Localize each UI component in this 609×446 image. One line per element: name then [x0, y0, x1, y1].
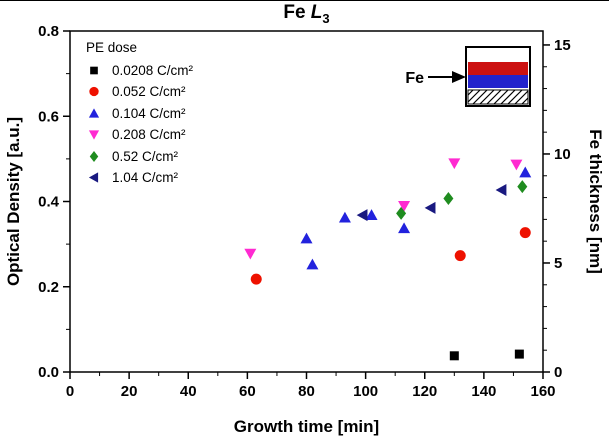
tick-label: 120 [412, 383, 437, 400]
triangle-left-marker [495, 183, 507, 196]
y-axis-ticks: 0.0 0.2 0.4 0.6 0.8 [38, 23, 70, 381]
tick-label: 0.8 [38, 23, 59, 40]
tick-label: 5 [554, 255, 562, 272]
diamond-marker [89, 150, 99, 162]
triangle-left-marker [88, 172, 99, 183]
series-triangle-down [244, 158, 523, 260]
legend-label: 1.04 C/cm² [112, 170, 179, 185]
tick-label: 0.6 [38, 108, 59, 125]
tick-label: 0.0 [38, 364, 59, 381]
circle-marker [519, 227, 531, 239]
circle-marker [454, 250, 466, 262]
circle-marker-icon [89, 87, 99, 97]
series-triangle-left [356, 183, 507, 222]
legend-item: 1.04 C/cm² [84, 167, 193, 189]
triangle-left-marker [424, 201, 436, 214]
tick-label: 80 [298, 383, 315, 400]
y2-axis-ticks: 0 5 10 15 [543, 37, 571, 381]
triangle-left-marker-icon [88, 172, 99, 183]
triangle-up-marker [365, 209, 378, 220]
triangle-up-marker [519, 166, 532, 178]
triangle-down-marker [88, 130, 100, 140]
y2-axis-title: Fe thickness [nm] [586, 129, 605, 274]
x-axis-ticks: 0 20 40 60 80 100 120 140 160 [66, 372, 556, 400]
triangle-left-marker [356, 209, 368, 222]
square-marker-icon [90, 66, 98, 75]
title-symbol: L [310, 2, 323, 23]
tick-label: 40 [180, 383, 197, 400]
diamond-marker-icon [89, 150, 99, 162]
diamond-marker [517, 180, 528, 194]
tick-label: 0.4 [38, 194, 60, 211]
legend-label: 0.052 C/cm² [112, 84, 186, 99]
triangle-up-marker [88, 108, 100, 118]
legend: PE dose 0.0208 C/cm² 0.052 C/cm² 0.104 C/c… [84, 37, 193, 189]
legend-item: 0.104 C/cm² [84, 103, 193, 125]
tick-label: 0 [66, 383, 74, 400]
diamond-marker [443, 192, 454, 206]
triangle-down-marker [398, 200, 411, 212]
series-square [449, 349, 524, 361]
legend-item: 0.0208 C/cm² [84, 60, 193, 82]
title-subscript: 3 [322, 10, 330, 26]
tick-label: 20 [121, 383, 138, 400]
circle-marker [250, 273, 262, 285]
triangle-up-marker [306, 258, 319, 270]
circle-marker [89, 87, 99, 97]
legend-label: 0.104 C/cm² [112, 105, 186, 121]
inset-fe-layer [468, 62, 528, 75]
inset-substrate-layer [467, 89, 529, 105]
series-triangle-up [300, 166, 532, 270]
figure-title: Fe L3 [70, 2, 543, 26]
tick-label: 100 [353, 383, 378, 400]
triangle-up-marker [300, 232, 313, 244]
tick-label: 0.2 [38, 279, 59, 296]
legend-label: 0.0208 C/cm² [112, 62, 194, 78]
triangle-down-marker [244, 248, 257, 260]
series-circle [250, 227, 531, 285]
triangle-up-marker [338, 211, 351, 223]
fe-arrow-head-icon [452, 71, 466, 83]
tick-label: 0 [554, 364, 562, 381]
triangle-up-marker [398, 222, 411, 234]
data-points [244, 158, 532, 361]
square-marker [514, 349, 524, 359]
tick-label: 140 [471, 383, 496, 400]
inset-fe-label: Fe [405, 70, 424, 87]
diamond-marker [396, 206, 407, 220]
tick-label: 15 [554, 37, 571, 54]
tick-label: 160 [530, 383, 555, 400]
tick-label: 60 [239, 383, 256, 400]
triangle-down-marker-icon [88, 130, 100, 140]
y-axis-title: Optical Density [a.u.] [4, 116, 23, 287]
square-marker [90, 66, 98, 75]
triangle-up-marker-icon [88, 108, 100, 118]
series-diamond [396, 180, 528, 220]
inset-middle-layer [468, 75, 528, 88]
sample-stack-inset: Fe [405, 46, 531, 107]
square-marker [449, 351, 459, 361]
legend-title: PE dose [86, 40, 138, 55]
legend-item: 0.52 C/cm² [84, 146, 193, 168]
legend-item: 0.208 C/cm² [84, 124, 193, 146]
title-prefix: Fe [283, 2, 311, 23]
tick-label: 10 [554, 146, 571, 163]
legend-item: 0.052 C/cm² [84, 81, 193, 103]
triangle-down-marker [448, 158, 461, 170]
legend-label: 0.52 C/cm² [112, 148, 179, 164]
x-axis-title: Growth time [min] [233, 417, 380, 436]
legend-label: 0.208 C/cm² [112, 127, 186, 142]
triangle-down-marker [510, 159, 523, 171]
